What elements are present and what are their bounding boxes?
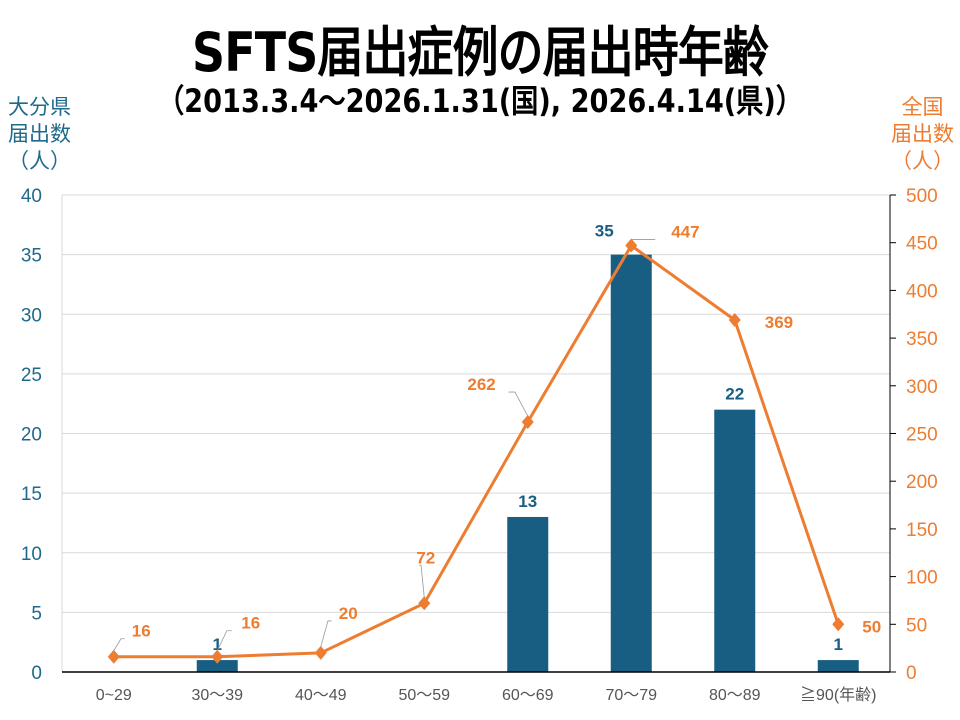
leader-line <box>216 630 232 651</box>
right-tick-label: 450 <box>906 234 938 255</box>
line-data-label: 16 <box>241 614 260 633</box>
bar <box>507 516 549 672</box>
right-tick-label: 500 <box>906 186 938 207</box>
left-tick-label: 20 <box>21 425 42 446</box>
bar-data-label: 1 <box>834 635 843 654</box>
left-tick-label: 0 <box>31 663 42 684</box>
bar-data-label: 1 <box>213 635 222 654</box>
line-marker <box>211 649 224 664</box>
right-tick-label: 150 <box>906 520 938 541</box>
chart-title: SFTS届出症例の届出時年齢 <box>192 21 769 84</box>
right-tick-label: 250 <box>906 425 938 446</box>
leader-line <box>113 638 125 651</box>
line-marker <box>107 649 120 664</box>
bar <box>817 660 859 672</box>
line-data-label: 447 <box>671 223 699 242</box>
leader-line <box>508 391 529 417</box>
line-marker <box>625 238 638 253</box>
bar <box>714 409 756 672</box>
right-tick-label: 100 <box>906 568 938 589</box>
line-marker <box>728 312 741 327</box>
left-tick-label: 35 <box>21 246 42 267</box>
line-marker <box>314 645 327 660</box>
line-marker <box>832 617 845 632</box>
line-series <box>113 243 840 659</box>
x-tick-label: 30～39 <box>191 687 243 704</box>
x-tick-label: 50～59 <box>398 687 450 704</box>
line-marker <box>521 415 534 430</box>
x-tick-label: ≧90(年齢) <box>800 686 876 704</box>
line-data-label: 20 <box>339 604 358 623</box>
right-tick-label: 400 <box>906 281 938 302</box>
bar <box>610 254 652 672</box>
bar <box>196 660 238 672</box>
right-tick-label: 200 <box>906 472 938 493</box>
line-data-label: 16 <box>132 622 151 641</box>
leader-line <box>419 564 425 598</box>
x-tick-label: 60～69 <box>502 687 554 704</box>
chart-subtitle: （2013.3.4～2026.1.31(国), 2026.4.14(県)） <box>156 82 804 120</box>
leader-line <box>320 620 332 648</box>
bar-data-label: 13 <box>518 492 537 511</box>
left-tick-label: 10 <box>21 544 42 565</box>
right-tick-label: 0 <box>906 663 917 684</box>
line-data-label: 50 <box>862 617 881 636</box>
bar-data-label: 22 <box>725 385 744 404</box>
left-tick-label: 30 <box>21 305 42 326</box>
line-data-label: 262 <box>467 375 495 394</box>
line-data-label: 72 <box>416 548 435 567</box>
x-tick-label: 80～89 <box>709 687 761 704</box>
bar-data-label: 35 <box>595 222 614 241</box>
right-tick-label: 50 <box>906 615 927 636</box>
line-marker <box>418 596 431 611</box>
x-tick-label: 0~29 <box>96 687 132 704</box>
x-tick-label: 40～49 <box>295 687 347 704</box>
right-tick-label: 300 <box>906 377 938 398</box>
right-tick-label: 350 <box>906 329 938 350</box>
left-tick-label: 40 <box>21 186 42 207</box>
left-axis-label: 大分県 届出数 （人） <box>8 96 71 173</box>
left-tick-label: 5 <box>31 603 42 624</box>
x-tick-label: 70～79 <box>605 687 657 704</box>
right-axis-label: 全国 届出数 （人） <box>891 96 954 173</box>
left-tick-label: 25 <box>21 365 42 386</box>
line-data-label: 369 <box>765 313 793 332</box>
left-tick-label: 15 <box>21 484 42 505</box>
